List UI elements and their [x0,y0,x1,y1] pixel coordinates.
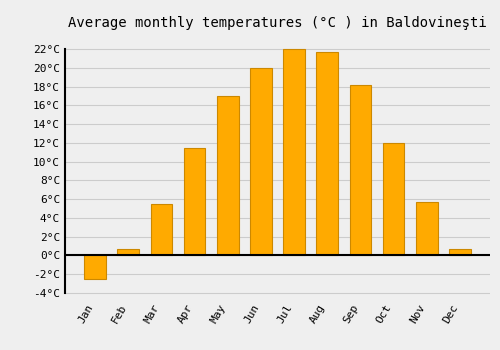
Bar [383,143,404,255]
Bar [217,96,238,255]
Bar [350,85,371,255]
Bar [284,49,305,255]
Bar [316,52,338,255]
Bar [416,202,438,255]
Bar [150,204,172,255]
Bar [250,68,272,255]
Bar [84,255,106,279]
Title: Average monthly temperatures (°C ) in Baldovineşti: Average monthly temperatures (°C ) in Ba… [68,16,487,30]
Bar [449,249,470,255]
Bar [118,249,139,255]
Bar [184,147,206,255]
